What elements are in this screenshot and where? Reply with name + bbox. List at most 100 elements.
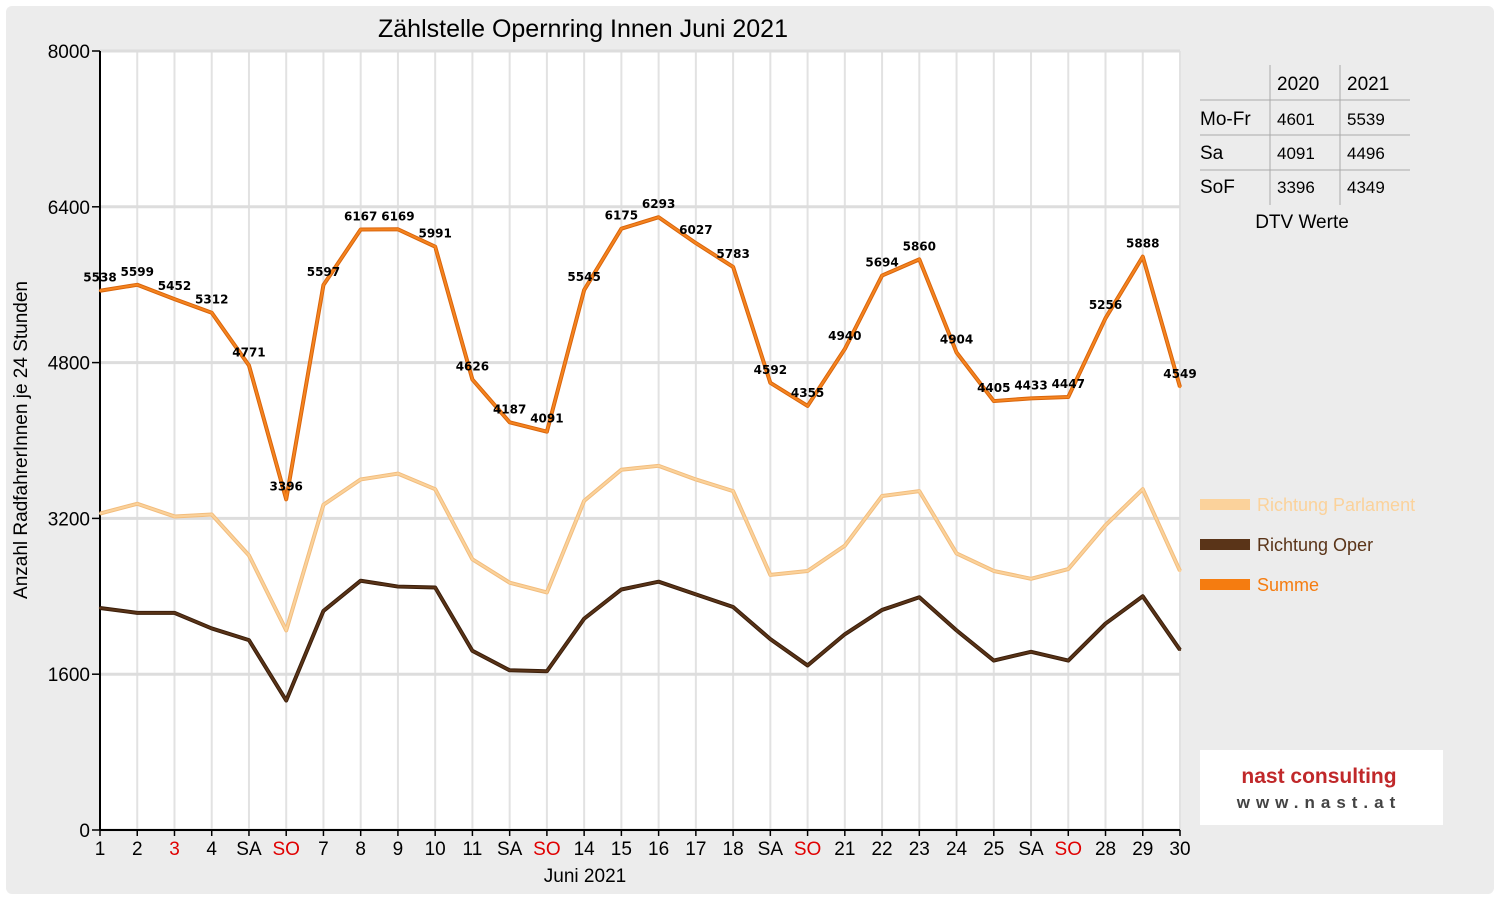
x-tick-label: 11 <box>463 839 483 860</box>
table-row-label: Mo-Fr <box>1200 109 1251 130</box>
data-label-layer: 5538 5599 5452 5312 4771 3396 5597 6167 6169 5991… <box>83 197 1196 493</box>
table-cell: 4091 <box>1277 144 1315 163</box>
data-point <box>433 487 437 491</box>
data-point <box>210 627 213 630</box>
data-point <box>769 637 772 641</box>
data-label: 6027 <box>679 223 712 237</box>
x-tick-label: 28 <box>1095 839 1116 860</box>
data-point <box>173 515 176 518</box>
x-tick-label: SO <box>794 839 821 860</box>
x-tick-label: 30 <box>1169 839 1190 860</box>
data-point <box>136 611 139 615</box>
data-point <box>359 478 362 481</box>
legend-label: Summe <box>1257 575 1319 595</box>
logo: nast consulting www.nast.at <box>1200 750 1443 825</box>
data-point <box>806 404 809 408</box>
data-point <box>582 288 586 292</box>
data-point <box>471 649 474 653</box>
data-label: 5694 <box>865 256 898 270</box>
data-point <box>247 364 251 367</box>
data-point <box>471 378 474 381</box>
data-point <box>210 513 213 516</box>
y-tick-label: 3200 <box>48 509 90 530</box>
table-caption: DTV Werte <box>1255 212 1349 233</box>
x-tick-label: SA <box>497 839 523 860</box>
data-point <box>98 512 102 515</box>
data-point <box>396 585 400 588</box>
data-point <box>98 289 102 292</box>
logo-text: nast consulting <box>1241 765 1396 788</box>
data-point <box>136 283 139 286</box>
x-tick-label: SO <box>1055 839 1082 860</box>
data-label: 5599 <box>121 265 154 279</box>
data-label: 5783 <box>716 247 749 261</box>
data-point <box>880 608 884 612</box>
data-point <box>769 381 772 385</box>
x-tick-label: 8 <box>355 839 366 860</box>
data-point <box>731 265 735 269</box>
data-point <box>1067 567 1070 571</box>
data-point <box>285 699 288 702</box>
data-point <box>433 245 437 248</box>
data-point <box>880 274 884 277</box>
x-tick-label: 7 <box>318 839 329 860</box>
data-point <box>1029 577 1033 580</box>
data-point <box>396 228 400 231</box>
data-point <box>731 489 735 493</box>
data-point <box>247 554 251 557</box>
data-point <box>657 216 660 219</box>
data-point <box>694 478 698 481</box>
table-cell: 5539 <box>1347 110 1385 129</box>
table-cell: 4349 <box>1347 178 1385 197</box>
x-tick-label: 16 <box>648 839 669 860</box>
series-line-parlament <box>99 464 1181 632</box>
data-point <box>359 228 362 231</box>
data-point <box>173 611 176 615</box>
legend-label: Richtung Parlament <box>1257 495 1415 515</box>
data-label: 4626 <box>456 360 489 374</box>
data-label: 4355 <box>791 386 824 400</box>
data-point <box>1141 487 1144 491</box>
x-tick-label: SA <box>758 839 784 860</box>
data-label: 4771 <box>232 345 265 359</box>
x-tick-label: SA <box>1018 839 1044 860</box>
data-point <box>620 468 623 471</box>
data-point <box>806 569 809 573</box>
data-point <box>471 558 474 561</box>
data-point <box>322 283 325 287</box>
data-label: 5452 <box>158 279 191 293</box>
data-point <box>173 297 176 301</box>
x-tick-label: 1 <box>95 839 106 860</box>
y-axis-label: Anzahl RadfahrerInnen je 24 Stunden <box>11 281 32 599</box>
data-label: 4405 <box>977 381 1010 395</box>
x-tick-label: 29 <box>1132 839 1153 860</box>
data-point <box>508 421 511 424</box>
dtv-table: 2020 2021 Mo-Fr 4601 5539 Sa 4091 4496 SoF 3396 43… <box>1200 65 1410 233</box>
data-label: 4549 <box>1163 367 1196 381</box>
data-label: 4904 <box>940 332 973 346</box>
x-tick-label: 14 <box>574 839 596 860</box>
data-label: 4592 <box>754 363 787 377</box>
data-point <box>359 579 362 582</box>
data-point <box>657 580 660 583</box>
legend-swatch <box>1200 499 1250 510</box>
data-point <box>1178 385 1182 389</box>
data-point <box>992 399 995 403</box>
legend-swatch <box>1200 539 1250 550</box>
data-point <box>1178 648 1182 652</box>
data-point <box>880 494 884 498</box>
logo-url: www.nast.at <box>1236 793 1402 812</box>
data-label: 5545 <box>567 270 600 284</box>
data-label: 4940 <box>828 329 861 343</box>
data-point <box>1029 397 1033 400</box>
data-point <box>247 638 251 642</box>
x-tick-label: 22 <box>871 839 892 860</box>
x-tick-label: 2 <box>132 839 143 860</box>
data-label: 5860 <box>903 239 936 253</box>
data-point <box>955 629 958 632</box>
legend-swatch <box>1200 579 1250 590</box>
data-point <box>918 489 921 493</box>
data-label: 4433 <box>1014 378 1047 392</box>
x-tick-label: 15 <box>611 839 632 860</box>
